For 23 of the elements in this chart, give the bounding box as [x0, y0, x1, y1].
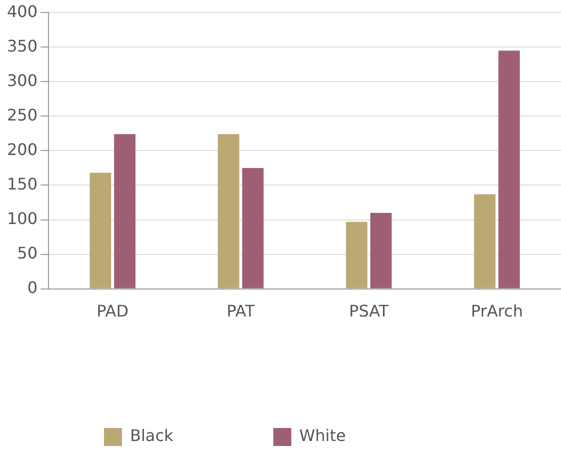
y-tick-label: 200: [6, 140, 38, 159]
bar: [90, 172, 112, 288]
bar: [370, 212, 392, 288]
bar: [498, 50, 520, 288]
bar: [474, 194, 496, 288]
bar: [218, 134, 240, 288]
legend-label: White: [299, 426, 346, 446]
y-tick-label: 400: [6, 2, 38, 21]
x-tick-label: PAD: [96, 302, 129, 321]
x-tick-label: PSAT: [349, 302, 389, 321]
y-tick-label: 100: [6, 208, 38, 228]
x-tick-label: PAT: [226, 302, 255, 321]
y-tick-label: 250: [6, 105, 38, 124]
y-tick-label: 0: [27, 278, 38, 297]
y-tick-label: 300: [6, 70, 38, 90]
bar: [114, 134, 136, 288]
bar: [242, 168, 264, 288]
y-tick-label: 350: [6, 36, 38, 56]
legend-label: Black: [130, 426, 174, 446]
x-tick-label: PrArch: [470, 302, 523, 321]
y-tick-label: 50: [17, 243, 38, 262]
y-tick-label: 150: [6, 174, 38, 194]
bar: [346, 222, 368, 288]
